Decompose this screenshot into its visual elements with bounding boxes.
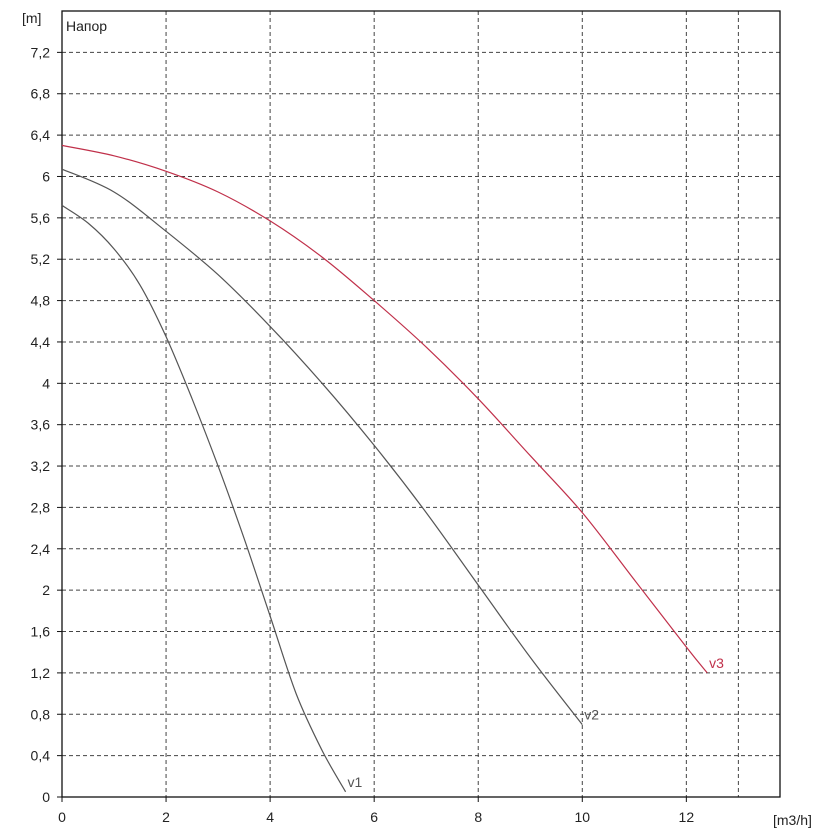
y-tick-label: 6 (42, 168, 50, 184)
x-tick-label: 10 (575, 809, 591, 825)
x-tick-label: 0 (58, 809, 66, 825)
x-tick-label: 4 (266, 809, 274, 825)
y-tick-label: 5,6 (31, 210, 51, 226)
y-tick-label: 6,4 (31, 127, 51, 143)
y-tick-label: 1,6 (31, 624, 51, 640)
y-tick-label: 2,4 (31, 541, 51, 557)
y-tick-label: 3,2 (31, 458, 51, 474)
axis-ticks: 0 2 4 6 8 10 12 0 0,4 0,8 1,2 1,6 2 2,4 2,8 3,2 3,6 4 4,4 4… (31, 44, 695, 825)
x-tick-label: 12 (679, 809, 695, 825)
y-tick-label: 4,4 (31, 334, 51, 350)
x-tick-label: 8 (474, 809, 482, 825)
series-label-v2: v2 (584, 707, 599, 723)
y-tick-label: 3,6 (31, 417, 51, 433)
series-label-v1: v1 (348, 774, 363, 790)
y-tick-label: 1,2 (31, 665, 51, 681)
grid-lines (62, 11, 780, 797)
y-tick-label: 6,8 (31, 86, 51, 102)
y-axis-unit-label: [m] (22, 10, 41, 26)
y-tick-label: 2,8 (31, 499, 51, 515)
y-tick-label: 4 (42, 375, 50, 391)
series-line-v3 (61, 144, 708, 674)
y-tick-label: 4,8 (31, 293, 51, 309)
series-line-v2 (61, 168, 583, 725)
x-tick-label: 2 (162, 809, 170, 825)
y-tick-label: 5,2 (31, 251, 51, 267)
x-axis-unit-label: [m3/h] (773, 812, 812, 828)
x-tick-label: 6 (370, 809, 378, 825)
series-layer: v1 v2 v3 (61, 144, 724, 793)
y-tick-label: 7,2 (31, 44, 51, 60)
y-tick-label: 2 (42, 582, 50, 598)
y-tick-label: 0 (42, 789, 50, 805)
y-tick-label: 0,4 (31, 748, 51, 764)
plot-frame (61, 10, 781, 798)
y-tick-label: 0,8 (31, 706, 51, 722)
series-label-v3: v3 (709, 655, 724, 671)
series-line-v1 (61, 204, 347, 793)
chart-title: Напор (66, 18, 107, 34)
